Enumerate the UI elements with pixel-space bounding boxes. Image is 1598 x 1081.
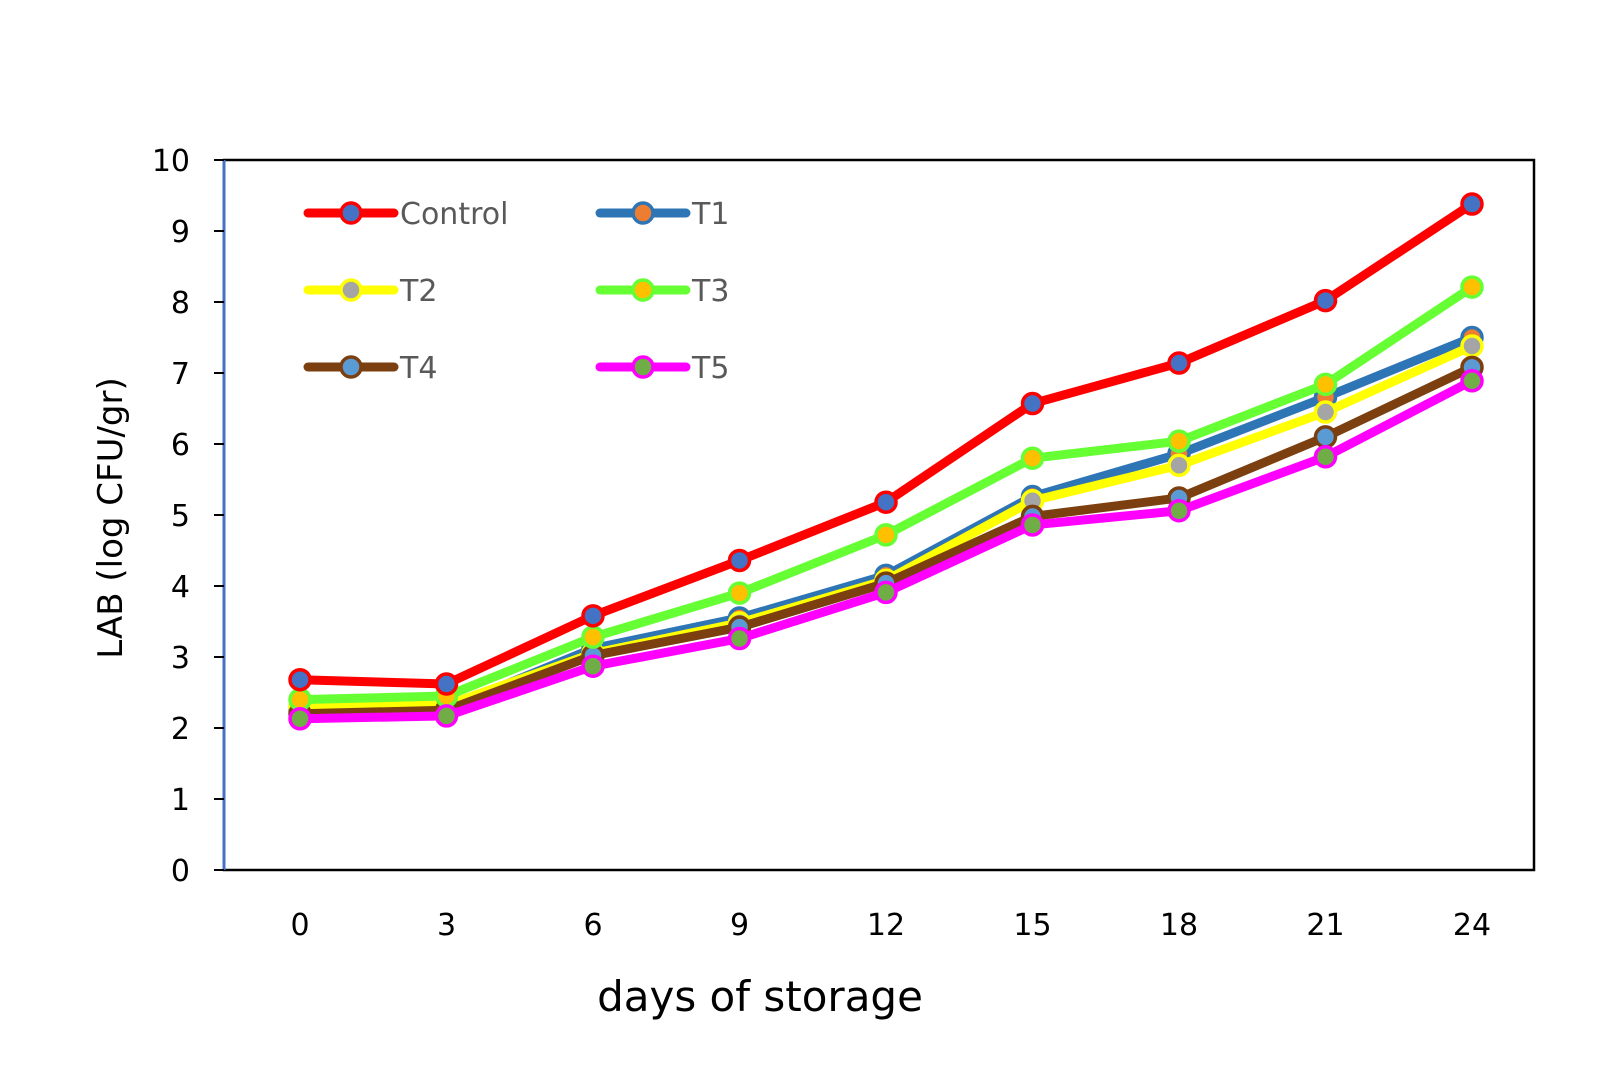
legend-item-t1: T1 (595, 197, 729, 232)
data-point-t3 (874, 523, 898, 547)
legend-item-t2: T2 (303, 274, 437, 309)
y-tick-label: 3 (171, 641, 190, 676)
series-control (288, 192, 1484, 696)
data-point-t5 (1020, 513, 1045, 537)
series-t3 (288, 275, 1484, 712)
x-tick-label: 21 (1306, 908, 1344, 943)
x-tick-label: 18 (1160, 908, 1198, 943)
y-axis-title: LAB (log CFU/gr) (91, 377, 131, 658)
y-tick-label: 5 (171, 499, 190, 534)
data-point-control (581, 604, 605, 628)
data-point-control (874, 490, 898, 514)
legend-swatch-marker (631, 201, 655, 225)
legend-label: T3 (691, 274, 729, 309)
legend-item-t3: T3 (595, 274, 729, 309)
x-tick-label: 0 (290, 908, 309, 943)
data-point-t5 (581, 654, 605, 678)
y-tick-label: 4 (171, 570, 190, 605)
data-point-control (1313, 288, 1338, 313)
legend-label: T5 (691, 351, 729, 386)
legend-label: T2 (399, 274, 437, 309)
data-point-control (1167, 351, 1191, 375)
data-point-t5 (727, 626, 752, 651)
y-tick-label: 9 (171, 215, 190, 250)
data-point-control (727, 548, 752, 573)
x-tick-label: 24 (1453, 908, 1491, 943)
y-tick-label: 2 (171, 712, 190, 747)
legend-item-t4: T4 (303, 351, 437, 386)
legend-item-control: Control (303, 197, 508, 232)
data-point-t5 (1460, 369, 1484, 393)
data-point-control (1460, 192, 1484, 216)
data-point-t3 (581, 625, 605, 649)
y-tick-label: 6 (171, 428, 190, 463)
data-point-t5 (1167, 498, 1191, 523)
legend-item-t5: T5 (595, 351, 729, 386)
data-point-t5 (434, 704, 459, 728)
legend-swatch-marker (339, 355, 363, 379)
x-tick-label: 15 (1013, 908, 1051, 943)
y-axis: 0 1 2 3 4 5 6 7 8 9 10 (152, 144, 224, 889)
data-point-t3 (1167, 429, 1191, 453)
data-point-t2 (1167, 453, 1191, 478)
x-tick-label: 9 (730, 908, 749, 943)
y-tick-label: 1 (171, 783, 190, 818)
series-t5 (288, 369, 1484, 731)
data-point-t3 (288, 687, 312, 712)
legend-label: T4 (399, 351, 437, 386)
x-tick-label: 12 (867, 908, 905, 943)
data-point-t3 (1020, 446, 1045, 470)
data-point-control (288, 667, 312, 692)
x-tick-label: 6 (583, 908, 602, 943)
y-tick-label: 0 (171, 854, 190, 889)
data-point-t5 (288, 707, 312, 731)
data-point-t3 (727, 581, 752, 605)
data-point-control (1020, 391, 1045, 416)
data-point-t4 (1313, 425, 1338, 449)
data-point-t2 (1313, 400, 1338, 424)
legend-swatch-marker (339, 278, 363, 302)
x-axis-title: days of storage (597, 972, 923, 1021)
data-point-t5 (874, 580, 898, 605)
series-line-control (295, 199, 1477, 689)
legend-label: Control (400, 197, 508, 232)
legend-swatch-marker (631, 355, 655, 379)
data-point-t3 (1313, 372, 1338, 397)
plot-frame (222, 158, 1536, 872)
y-tick-label: 8 (171, 286, 190, 321)
y-tick-label: 7 (171, 357, 190, 392)
data-point-t3 (1460, 275, 1484, 299)
x-tick-label: 3 (437, 908, 456, 943)
legend-label: T1 (691, 197, 729, 232)
series-layer (288, 192, 1484, 731)
data-point-t2 (1460, 334, 1484, 358)
legend-swatch-marker (339, 201, 363, 225)
legend: Control T1 T2 T3 T4 T5 (303, 197, 729, 386)
x-axis: 0 3 6 9 12 15 18 21 24 (290, 908, 1491, 943)
legend-swatch-marker (631, 278, 655, 302)
data-point-control (434, 672, 459, 696)
data-point-t5 (1313, 445, 1338, 469)
y-tick-label: 10 (152, 144, 190, 179)
